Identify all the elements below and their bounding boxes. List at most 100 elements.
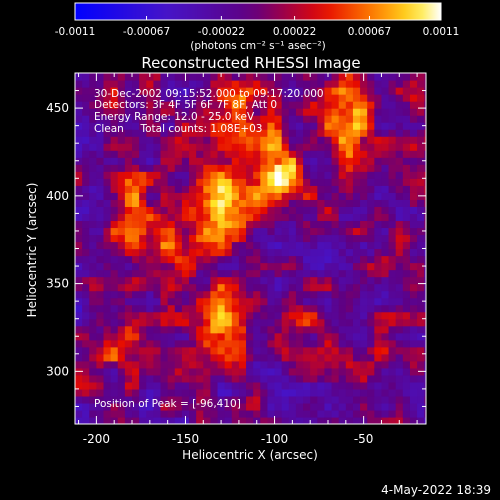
heatmap-pixel xyxy=(267,381,276,390)
heatmap-pixel xyxy=(331,73,340,81)
heatmap-pixel xyxy=(89,220,97,229)
heatmap-pixel xyxy=(324,276,333,285)
heatmap-pixel xyxy=(231,325,240,334)
heatmap-pixel xyxy=(203,248,212,257)
heatmap-pixel xyxy=(367,192,375,200)
heatmap-pixel xyxy=(224,409,233,418)
heatmap-pixel xyxy=(395,346,404,355)
heatmap-pixel xyxy=(274,402,283,411)
heatmap-pixel xyxy=(317,164,326,172)
heatmap-pixel xyxy=(310,115,318,123)
heatmap-pixel xyxy=(352,339,361,348)
heatmap-pixel xyxy=(224,234,233,243)
heatmap-pixel xyxy=(189,388,197,397)
heatmap-pixel xyxy=(395,409,404,418)
heatmap-pixel xyxy=(210,171,219,179)
heatmap-pixel xyxy=(310,395,318,404)
heatmap-pixel xyxy=(360,199,368,207)
heatmap-pixel xyxy=(153,409,162,418)
heatmap-pixel xyxy=(189,402,197,411)
heatmap-pixel xyxy=(374,346,383,355)
heatmap-pixel xyxy=(217,276,226,285)
heatmap-pixel xyxy=(167,73,176,81)
heatmap-pixel xyxy=(253,353,261,362)
heatmap-pixel xyxy=(288,360,297,369)
heatmap-pixel xyxy=(110,136,119,144)
heatmap-pixel xyxy=(367,199,375,207)
heatmap-pixel xyxy=(388,304,397,313)
heatmap-pixel xyxy=(310,346,318,355)
heatmap-pixel xyxy=(139,164,147,172)
heatmap-pixel xyxy=(260,199,269,207)
heatmap-pixel xyxy=(189,80,197,88)
heatmap-pixel xyxy=(310,241,318,250)
heatmap-pixel xyxy=(345,185,354,193)
heatmap-pixel xyxy=(203,262,212,271)
heatmap-pixel xyxy=(338,185,347,193)
heatmap-pixel xyxy=(417,409,425,418)
heatmap-pixel xyxy=(160,346,169,355)
heatmap-pixel xyxy=(153,115,162,123)
heatmap-pixel xyxy=(388,416,397,424)
heatmap-pixel xyxy=(331,220,340,229)
heatmap-pixel xyxy=(331,346,340,355)
heatmap-pixel xyxy=(274,122,283,130)
heatmap-pixel xyxy=(174,304,183,313)
heatmap-pixel xyxy=(246,409,254,418)
heatmap-pixel xyxy=(388,241,397,250)
heatmap-pixel xyxy=(224,101,233,109)
heatmap-pixel xyxy=(153,150,162,158)
heatmap-pixel xyxy=(189,143,197,151)
heatmap-pixel xyxy=(253,304,261,313)
heatmap-pixel xyxy=(295,262,304,271)
heatmap-pixel xyxy=(388,136,397,144)
heatmap-pixel xyxy=(196,297,204,306)
heatmap-pixel xyxy=(360,248,368,257)
heatmap-pixel xyxy=(117,213,126,222)
heatmap-pixel xyxy=(75,360,83,369)
heatmap-pixel xyxy=(167,150,176,158)
heatmap-pixel xyxy=(303,164,311,172)
heatmap-pixel xyxy=(189,360,197,369)
heatmap-pixel xyxy=(317,339,326,348)
heatmap-pixel xyxy=(417,164,425,172)
heatmap-pixel xyxy=(210,360,219,369)
heatmap-pixel xyxy=(231,150,240,158)
heatmap-pixel xyxy=(203,192,212,200)
heatmap-pixel xyxy=(317,220,326,229)
heatmap-pixel xyxy=(402,395,411,404)
heatmap-pixel xyxy=(374,269,383,278)
heatmap-pixel xyxy=(231,136,240,144)
heatmap-pixel xyxy=(388,143,397,151)
heatmap-pixel xyxy=(288,304,297,313)
heatmap-pixel xyxy=(317,199,326,207)
heatmap-pixel xyxy=(352,311,361,320)
heatmap-pixel xyxy=(196,136,204,144)
heatmap-pixel xyxy=(295,283,304,292)
heatmap-pixel xyxy=(146,87,154,95)
heatmap-pixel xyxy=(203,318,212,327)
heatmap-pixel xyxy=(103,80,112,88)
heatmap-pixel xyxy=(409,409,418,418)
heatmap-pixel xyxy=(417,269,425,278)
heatmap-pixel xyxy=(110,290,119,299)
heatmap-pixel xyxy=(238,276,247,285)
heatmap-pixel xyxy=(231,374,240,383)
heatmap-pixel xyxy=(224,311,233,320)
heatmap-pixel xyxy=(124,297,133,306)
heatmap-pixel xyxy=(217,262,226,271)
heatmap-pixel xyxy=(246,297,254,306)
heatmap-pixel xyxy=(110,206,119,214)
heatmap-pixel xyxy=(217,129,226,137)
heatmap-pixel xyxy=(153,122,162,130)
heatmap-pixel xyxy=(352,409,361,418)
heatmap-pixel xyxy=(402,129,411,137)
heatmap-pixel xyxy=(117,101,126,109)
heatmap-pixel xyxy=(388,150,397,158)
heatmap-pixel xyxy=(132,395,140,404)
heatmap-pixel xyxy=(238,122,247,130)
heatmap-pixel xyxy=(82,325,90,334)
heatmap-pixel xyxy=(253,115,261,123)
heatmap-pixel xyxy=(402,269,411,278)
heatmap-pixel xyxy=(231,402,240,411)
